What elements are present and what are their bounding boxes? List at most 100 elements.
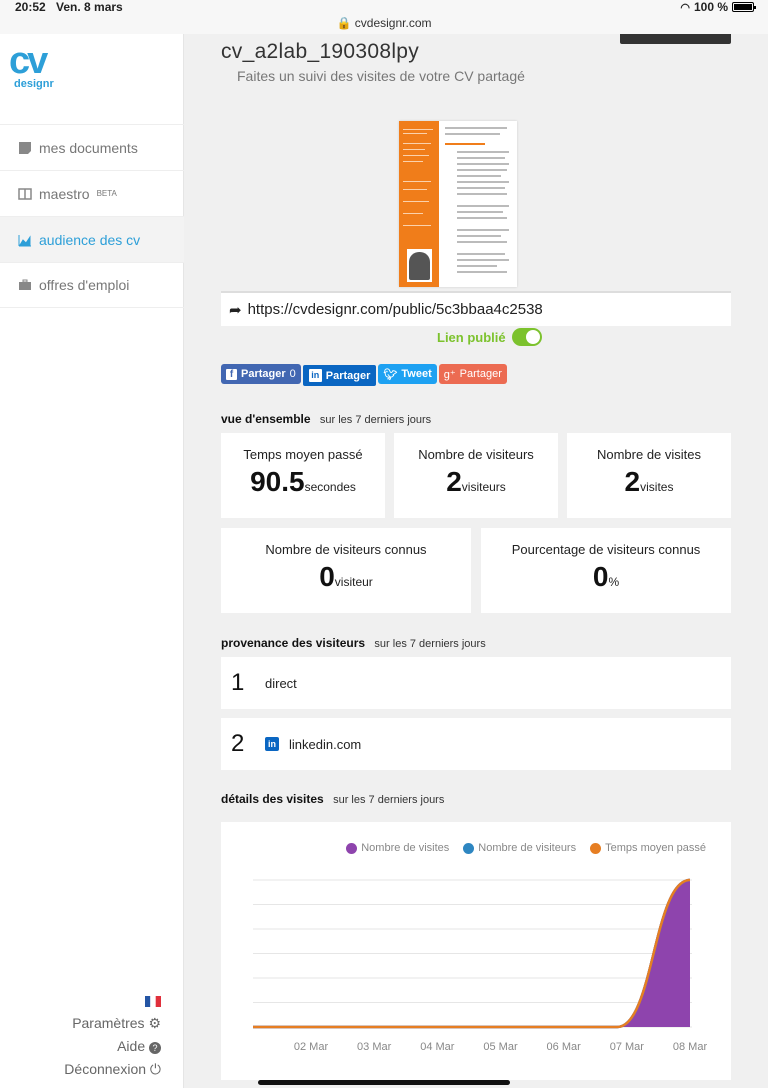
- address-bar[interactable]: 🔒 cvdesignr.com: [0, 16, 768, 30]
- source-row-linkedin: 2 in linkedin.com: [221, 718, 731, 770]
- legend-label: Nombre de visiteurs: [478, 842, 577, 854]
- stat-label: Pourcentage de visiteurs connus: [511, 542, 701, 557]
- status-time: 20:52: [15, 0, 46, 14]
- stat-value: 2: [624, 466, 641, 497]
- overview-heading: vue d'ensemble: [221, 412, 311, 426]
- x-tick-label: 03 Mar: [357, 1041, 392, 1053]
- details-period: sur les 7 derniers jours: [333, 794, 445, 806]
- logo[interactable]: cv designr: [9, 42, 59, 96]
- sidebar-footer: Paramètres ⚙ Aide ? Déconnexion ⏻: [64, 989, 161, 1081]
- address-url: cvdesignr.com: [354, 16, 432, 30]
- cv-photo: [407, 249, 432, 282]
- beta-badge: BETA: [96, 189, 117, 198]
- language-selector[interactable]: [64, 989, 161, 1012]
- page-title: cv_a2lab_190308lpy: [221, 40, 420, 63]
- stat-card-known-percent: Pourcentage de visiteurs connus 0%: [481, 528, 731, 613]
- stat-value: 0: [319, 561, 335, 592]
- question-icon: ?: [149, 1042, 161, 1054]
- sidebar: cv designr mes documents maestro BETA au…: [0, 34, 184, 1088]
- top-action-button[interactable]: [620, 34, 731, 44]
- settings-label: Paramètres: [72, 1015, 145, 1031]
- stat-unit: visites: [640, 480, 674, 494]
- sidebar-item-label: audience des cv: [39, 231, 141, 248]
- logo-mark: cv: [9, 40, 48, 82]
- sidebar-item-documents[interactable]: mes documents: [0, 124, 184, 170]
- stat-value: 90.5: [250, 466, 305, 497]
- cv-preview[interactable]: [399, 121, 517, 287]
- linkedin-icon: in: [265, 737, 279, 751]
- source-name: linkedin.com: [289, 736, 362, 752]
- facebook-share-button[interactable]: f Partager 0: [221, 364, 301, 384]
- stat-label: Nombre de visiteurs: [418, 447, 534, 462]
- x-tick-label: 08 Mar: [673, 1041, 708, 1053]
- stat-label: Temps moyen passé: [243, 447, 363, 462]
- gplus-share-label: Partager: [459, 368, 502, 380]
- battery-indicator: ◠ 100 %: [680, 0, 756, 14]
- sidebar-item-label: mes documents: [39, 139, 138, 156]
- legend-dot: [590, 842, 602, 854]
- legend-item-visitors[interactable]: Nombre de visiteurs: [463, 842, 576, 854]
- share-arrow-icon: ➦: [229, 301, 242, 319]
- help-link[interactable]: Aide ?: [64, 1035, 161, 1058]
- x-tick-label: 05 Mar: [483, 1041, 518, 1053]
- stat-card-visits: Nombre de visites 2visites: [567, 433, 731, 518]
- legend-dot: [346, 842, 358, 854]
- sidebar-item-audience[interactable]: audience des cv: [0, 216, 184, 262]
- sidebar-item-label: maestro: [39, 185, 90, 202]
- status-date: Ven. 8 mars: [56, 0, 123, 14]
- stat-unit: visiteurs: [461, 480, 506, 494]
- stat-card-avg-time: Temps moyen passé 90.5secondes: [221, 433, 385, 518]
- area-chart-icon: [18, 234, 31, 246]
- sidebar-nav: mes documents maestro BETA audience des …: [0, 124, 184, 308]
- lock-icon: 🔒: [336, 16, 352, 30]
- public-url-field[interactable]: ➦ https://cvdesignr.com/public/5c3bbaa4c…: [221, 291, 731, 326]
- facebook-share-label: Partager: [241, 368, 286, 380]
- twitter-share-button[interactable]: 🐦︎ Tweet: [378, 364, 437, 384]
- page-subtitle: Faites un suivi des visites de votre CV …: [237, 68, 525, 84]
- battery-icon: [732, 2, 756, 12]
- home-indicator: [258, 1080, 510, 1085]
- share-buttons: f Partager 0 in Partager 🐦︎ Tweet g⁺ Par…: [221, 364, 507, 386]
- twitter-icon: 🐦︎: [383, 368, 398, 381]
- sidebar-item-label: offres d'emploi: [39, 277, 130, 293]
- document-icon: [19, 141, 31, 154]
- details-title: détails des visites sur les 7 derniers j…: [221, 792, 444, 806]
- sources-period: sur les 7 derniers jours: [374, 638, 486, 650]
- stat-label: Nombre de visiteurs connus: [265, 542, 427, 557]
- twitter-share-label: Tweet: [401, 368, 432, 380]
- visits-chart-card: Nombre de visites Nombre de visiteurs Te…: [221, 822, 731, 1080]
- status-bar: 20:52 Ven. 8 mars 🔒 cvdesignr.com ◠ 100 …: [0, 0, 768, 34]
- settings-link[interactable]: Paramètres ⚙: [64, 1012, 161, 1035]
- logo-brand: designr: [14, 78, 54, 90]
- battery-label: 100 %: [693, 0, 728, 14]
- series-line-2[interactable]: [253, 878, 691, 1029]
- sources-heading: provenance des visiteurs: [221, 636, 366, 650]
- linkedin-icon: in: [308, 369, 322, 382]
- linkedin-share-label: Partager: [325, 369, 371, 382]
- legend-label: Temps moyen passé: [605, 842, 706, 854]
- stat-card-visitors: Nombre de visiteurs 2visiteurs: [394, 433, 558, 518]
- sidebar-item-jobs[interactable]: offres d'emploi: [0, 262, 184, 308]
- source-rank: 1: [231, 669, 245, 696]
- briefcase-icon: [19, 279, 31, 290]
- sidebar-item-maestro[interactable]: maestro BETA: [0, 170, 184, 216]
- linkedin-share-button[interactable]: in Partager: [302, 365, 377, 386]
- help-label: Aide: [117, 1038, 146, 1054]
- stat-card-known-visitors: Nombre de visiteurs connus 0visiteur: [221, 528, 471, 613]
- source-name: direct: [265, 675, 297, 691]
- stat-unit: secondes: [304, 480, 356, 494]
- logout-link[interactable]: Déconnexion ⏻: [64, 1058, 161, 1081]
- columns-icon: [18, 187, 32, 200]
- series-area-0: [253, 880, 690, 1027]
- x-tick-label: 04 Mar: [420, 1041, 455, 1053]
- stat-label: Nombre de visites: [596, 447, 702, 462]
- legend-item-visits[interactable]: Nombre de visites: [346, 842, 449, 854]
- gear-icon: ⚙: [148, 1015, 161, 1031]
- facebook-icon: f: [226, 368, 237, 380]
- chart-legend: Nombre de visites Nombre de visiteurs Te…: [346, 842, 706, 854]
- legend-item-avg-time[interactable]: Temps moyen passé: [590, 842, 706, 854]
- gplus-share-button[interactable]: g⁺ Partager: [438, 364, 507, 384]
- source-row-direct: 1 direct: [221, 657, 731, 709]
- publish-toggle[interactable]: [511, 328, 542, 346]
- stat-unit: %: [608, 575, 620, 589]
